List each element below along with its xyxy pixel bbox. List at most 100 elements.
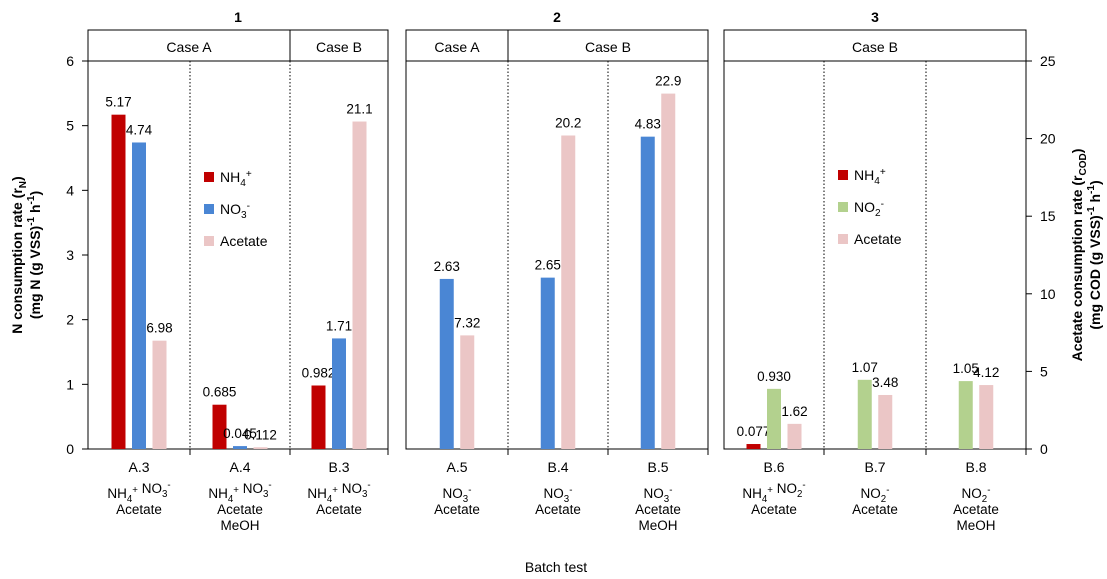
- category-condition: NO2-: [962, 485, 991, 505]
- category-condition: NO3-: [544, 485, 573, 505]
- left-axis-tick-label: 6: [66, 53, 74, 69]
- category-condition: Acetate: [953, 502, 999, 517]
- data-label: 4.12: [973, 365, 999, 380]
- category-condition: Acetate: [751, 502, 797, 517]
- data-label: 0.982: [302, 365, 336, 380]
- right-axis-title: Acetate consumption rate (rCOD)(mg COD (…: [1069, 149, 1103, 362]
- right-axis-tick-label: 15: [1040, 208, 1056, 224]
- case-label: Case B: [316, 39, 362, 55]
- bar-nh4: [746, 444, 761, 449]
- legend-swatch-no2: [838, 202, 848, 212]
- bar-nh4: [311, 385, 326, 449]
- data-label: 1.71: [326, 318, 352, 333]
- category-condition: Acetate: [217, 502, 263, 517]
- case-label: Case B: [852, 39, 898, 55]
- bar-acetate: [253, 447, 268, 449]
- bar-acetate: [787, 423, 802, 449]
- bar-acetate: [352, 121, 367, 449]
- category-condition: Acetate: [535, 502, 581, 517]
- category-condition: NH4+ NO3-: [307, 480, 370, 505]
- data-label: 0.930: [757, 369, 791, 384]
- category-label: B.3: [328, 459, 349, 475]
- category-label: B.6: [763, 459, 784, 475]
- left-axis-tick-label: 2: [66, 312, 74, 328]
- category-label: A.5: [446, 459, 467, 475]
- plot-frame: [723, 60, 1027, 450]
- bar-no2: [767, 388, 781, 449]
- right-axis-tick-label: 25: [1040, 53, 1056, 69]
- left-axis-tick-label: 1: [66, 376, 74, 392]
- category-condition: NO2-: [861, 485, 890, 505]
- right-axis-tick-label: 10: [1040, 286, 1056, 302]
- bar-no3: [439, 278, 454, 449]
- case-label: Case A: [166, 39, 212, 55]
- data-label: 21.1: [346, 102, 372, 117]
- category-condition: Acetate: [852, 502, 898, 517]
- svg-text:(mg COD (g VSS)-1 h-1): (mg COD (g VSS)-1 h-1): [1086, 180, 1103, 329]
- data-label: 22.9: [655, 74, 681, 89]
- bar-acetate: [460, 335, 475, 449]
- data-label: 3.48: [872, 375, 898, 390]
- left-axis-tick-label: 5: [66, 118, 74, 134]
- category-condition: MeOH: [956, 518, 995, 533]
- data-label: 20.2: [555, 115, 581, 130]
- right-axis-tick-label: 0: [1040, 441, 1048, 457]
- x-axis-title: Batch test: [525, 559, 587, 575]
- category-condition: NO3-: [443, 485, 472, 505]
- data-label: 1.07: [852, 360, 878, 375]
- legend-label: NO3-: [220, 201, 250, 221]
- bar-no3: [640, 136, 655, 449]
- case-label: Case A: [434, 39, 480, 55]
- category-condition: NO3-: [644, 485, 673, 505]
- left-axis-title: N consumption rate (rN)(mg N (g VSS)-1 h…: [9, 176, 43, 333]
- category-label: B.7: [864, 459, 885, 475]
- svg-text:(mg N (g VSS)-1 h-1): (mg N (g VSS)-1 h-1): [26, 191, 43, 319]
- category-condition: Acetate: [116, 502, 162, 517]
- category-condition: NH4+ NO2-: [742, 480, 805, 505]
- left-axis-tick-label: 0: [66, 441, 74, 457]
- bar-no2: [958, 381, 973, 449]
- bar-no2: [857, 379, 872, 449]
- plot-frame: [405, 60, 709, 450]
- svg-text:Acetate consumption rate (rCOD: Acetate consumption rate (rCOD): [1069, 149, 1089, 362]
- bar-acetate: [979, 385, 994, 449]
- category-condition: NH4+ NO3-: [208, 480, 271, 505]
- bar-nh4: [111, 114, 126, 449]
- category-label: B.8: [965, 459, 986, 475]
- legend-label: NH4+: [854, 167, 886, 187]
- category-condition: Acetate: [635, 502, 681, 517]
- category-label: A.4: [229, 459, 250, 475]
- category-label: A.3: [128, 459, 149, 475]
- panel-title: 1: [234, 9, 242, 25]
- bar-acetate: [561, 135, 576, 449]
- legend-swatch-no3: [204, 204, 214, 214]
- category-label: B.5: [647, 459, 668, 475]
- data-label: 4.74: [126, 122, 153, 137]
- data-label: 2.65: [535, 258, 561, 273]
- data-label: 4.83: [635, 117, 661, 132]
- data-label: 0.045: [223, 426, 257, 441]
- panel-title: 2: [553, 9, 561, 25]
- category-condition: Acetate: [434, 502, 480, 517]
- data-label: 0.077: [737, 424, 771, 439]
- data-label: 7.32: [454, 315, 480, 330]
- left-axis-tick-label: 4: [66, 182, 74, 198]
- bar-acetate: [878, 394, 893, 449]
- case-label: Case B: [585, 39, 631, 55]
- data-label: 6.98: [146, 321, 172, 336]
- category-condition: Acetate: [316, 502, 362, 517]
- legend-label: NO2-: [854, 199, 884, 219]
- bar-no3: [332, 338, 346, 449]
- bar-nh4: [212, 404, 227, 449]
- left-axis-tick-label: 3: [66, 247, 74, 263]
- category-condition: MeOH: [638, 518, 677, 533]
- data-label: 5.17: [105, 95, 131, 110]
- bar-acetate: [152, 340, 167, 449]
- bar-no3: [132, 142, 146, 450]
- category-condition: NH4+ NO3-: [107, 480, 170, 505]
- legend-label: NH4+: [220, 169, 252, 189]
- bar-acetate: [661, 93, 676, 449]
- category-label: B.4: [547, 459, 568, 475]
- bar-no3: [540, 277, 555, 449]
- data-label: 2.63: [434, 259, 460, 274]
